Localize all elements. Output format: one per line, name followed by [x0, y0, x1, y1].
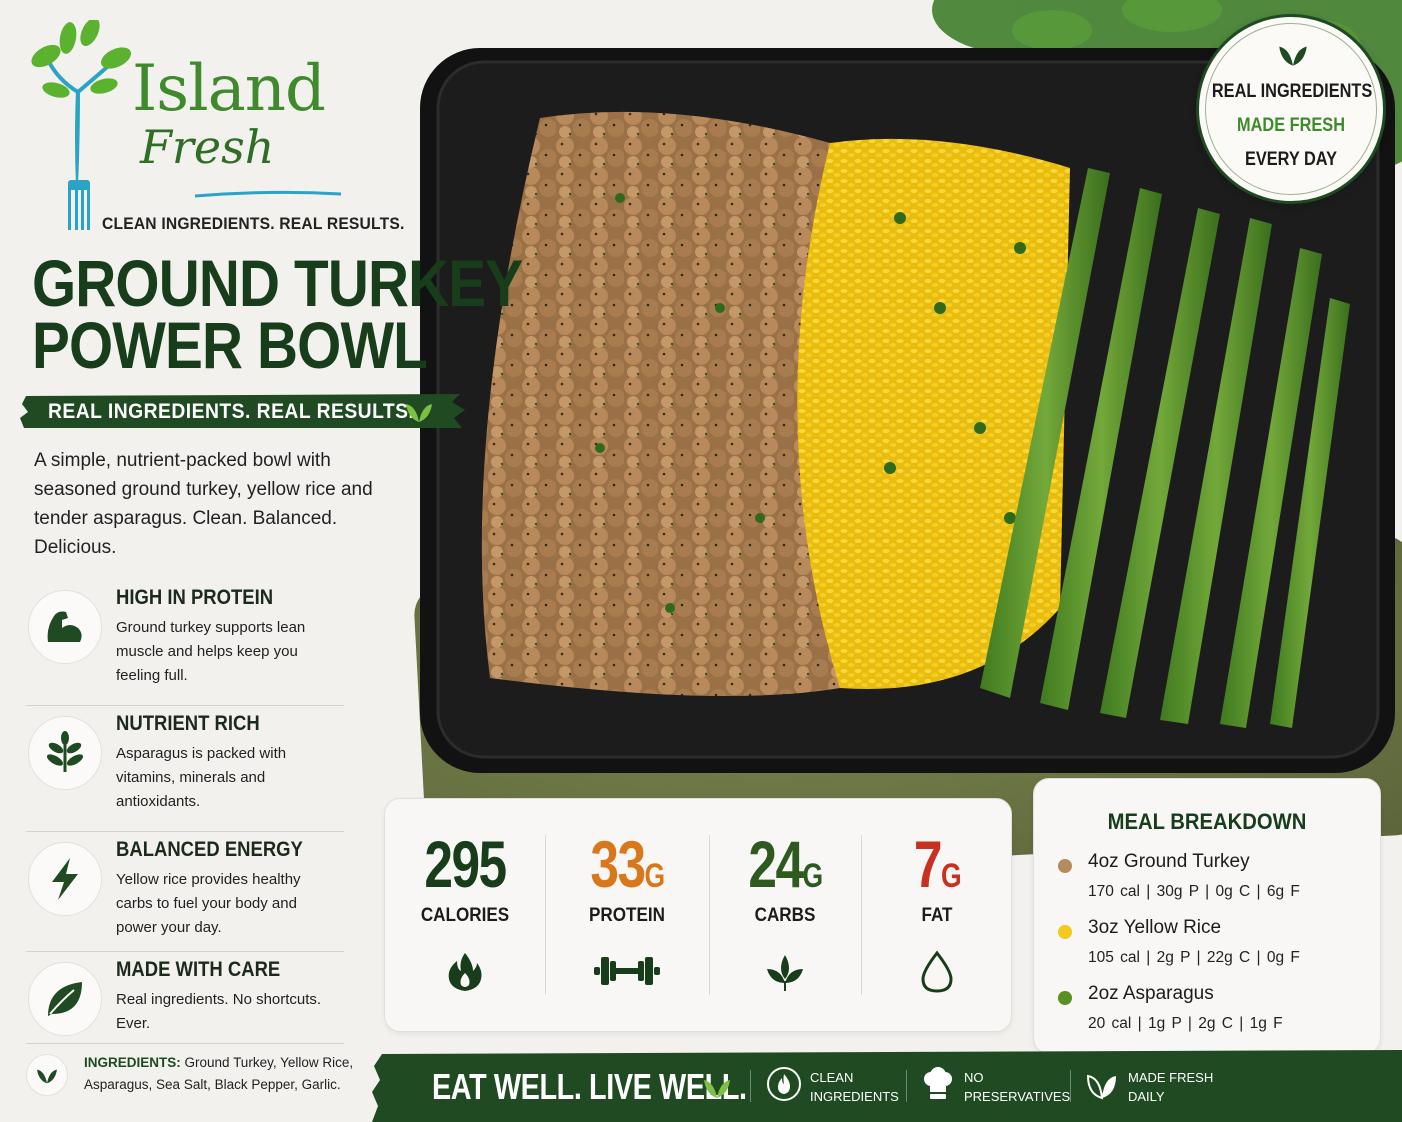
nutrition-protein: 33G PROTEIN	[545, 799, 709, 1033]
muscle-icon	[28, 590, 102, 664]
nutrition-unit: G	[644, 857, 666, 895]
breakdown-item-macros: 170 cal | 30g P | 0g C | 6g F	[1088, 883, 1300, 900]
title-line-1: GROUND TURKEY	[32, 246, 523, 320]
breakdown-item-name: 3oz Yellow Rice	[1088, 917, 1222, 938]
leaf-icon	[406, 404, 432, 422]
breakdown-title: MEAL BREAKDOWN	[1107, 809, 1307, 834]
title-line-2: POWER BOWL	[32, 308, 428, 382]
feature-text: Asparagus is packed with vitamins, miner…	[116, 745, 287, 810]
banner-item-line1: MADE FRESH	[1128, 1070, 1214, 1085]
divider	[545, 835, 546, 995]
meal-breakdown-card: MEAL BREAKDOWN 4oz Ground Turkey 170 cal…	[1033, 778, 1381, 1054]
divider	[709, 835, 710, 995]
banner-item-line1: NO	[964, 1070, 984, 1085]
leaf-icon	[1086, 1074, 1116, 1100]
banner-slogan: EAT WELL. LIVE WELL.	[432, 1066, 747, 1107]
feature-item: HIGH IN PROTEIN Ground turkey supports l…	[26, 580, 344, 706]
ingredients-list: Ground Turkey, Yellow Rice, Asparagus, S…	[84, 1055, 354, 1092]
nutrition-label: FAT	[921, 905, 953, 926]
feature-title: MADE WITH CARE	[116, 958, 281, 981]
feature-title: BALANCED ENERGY	[116, 838, 303, 861]
nutrition-value: 33	[590, 827, 646, 901]
tree-fork-icon	[31, 20, 131, 230]
banner-item-line1: CLEAN	[810, 1070, 854, 1085]
banner-item-line2: PRESERVATIVES	[964, 1089, 1071, 1104]
breakdown-item-name: 2oz Asparagus	[1088, 983, 1214, 1004]
freshness-badge: REAL INGREDIENTS MADE FRESH EVERY DAY	[1196, 14, 1386, 204]
color-dot	[1058, 859, 1072, 873]
nutrition-calories: 295 CALORIES	[385, 799, 545, 1033]
leaves-icon	[767, 955, 803, 991]
nutrition-value: 7	[913, 827, 943, 901]
feature-list: HIGH IN PROTEIN Ground turkey supports l…	[26, 580, 344, 1044]
nutrition-carbs: 24G CARBS	[709, 799, 861, 1033]
brand-logo: Island Fresh CLEAN INGREDIENTS. REAL RES…	[28, 20, 404, 235]
brand-name-bottom: Fresh	[140, 120, 275, 174]
leaf-icon	[1279, 46, 1307, 66]
feature-title: HIGH IN PROTEIN	[116, 586, 274, 609]
lightning-icon	[28, 842, 102, 916]
nutrition-unit: G	[940, 857, 962, 895]
divider	[861, 835, 862, 995]
badge-line-2: MADE FRESH	[1236, 115, 1346, 136]
drop-icon	[921, 950, 953, 993]
ribbon-banner	[20, 394, 465, 428]
meal-tray-photo	[420, 48, 1395, 773]
leaf-icon	[28, 962, 102, 1036]
breakdown-item-name: 4oz Ground Turkey	[1088, 851, 1250, 872]
color-dot	[1058, 991, 1072, 1005]
badge-line-1: REAL INGREDIENTS	[1211, 81, 1373, 102]
nutrition-label: CALORIES	[420, 905, 510, 926]
breakdown-item-macros: 20 cal | 1g P | 2g C | 1g F	[1088, 1015, 1283, 1032]
ingredients-text: INGREDIENTS: Ground Turkey, Yellow Rice,…	[84, 1052, 374, 1096]
leaf-icon	[26, 1054, 68, 1096]
badge-ring	[1205, 23, 1377, 195]
ingredients-label: INGREDIENTS:	[84, 1055, 181, 1070]
feature-title: NUTRIENT RICH	[116, 712, 260, 735]
divider	[750, 1070, 751, 1102]
nutrition-label: CARBS	[754, 905, 816, 926]
feature-item: BALANCED ENERGY Yellow rice provides hea…	[26, 832, 344, 952]
breakdown-item-macros: 105 cal | 2g P | 22g C | 0g F	[1088, 949, 1300, 966]
chef-hat-icon	[924, 1067, 952, 1099]
nutrition-label: PROTEIN	[588, 905, 665, 926]
flame-icon	[448, 953, 482, 991]
color-dot	[1058, 925, 1072, 939]
nutrition-fat: 7G FAT	[861, 799, 1013, 1033]
ingredients-section: INGREDIENTS: Ground Turkey, Yellow Rice,…	[26, 1050, 371, 1102]
feature-item: MADE WITH CARE Real ingredients. No shor…	[26, 952, 344, 1044]
nutrition-card: 295 CALORIES 33G PROTEIN 24G CARBS 7G FA…	[384, 798, 1012, 1032]
product-description: A simple, nutrient-packed bowl with seas…	[34, 450, 373, 558]
nutrition-value: 24	[748, 827, 804, 901]
brand-tagline: CLEAN INGREDIENTS. REAL RESULTS.	[102, 214, 405, 233]
brand-name-top: Island	[132, 52, 326, 126]
feature-text: Ground turkey supports lean muscle and h…	[116, 619, 306, 684]
feature-item: NUTRIENT RICH Asparagus is packed with v…	[26, 706, 344, 832]
banner-item-line2: INGREDIENTS	[810, 1089, 899, 1104]
page-title: GROUND TURKEY POWER BOWL	[32, 246, 523, 382]
banner-item-line2: DAILY	[1128, 1089, 1165, 1104]
nutrition-value: 295	[424, 827, 507, 901]
dumbbell-icon	[594, 957, 660, 985]
badge-line-3: EVERY DAY	[1244, 149, 1338, 170]
leaf-icon	[704, 1080, 730, 1098]
feature-text: Yellow rice provides healthy carbs to fu…	[116, 871, 301, 936]
sprout-icon	[28, 716, 102, 790]
divider	[1070, 1070, 1071, 1102]
flame-circle-icon	[767, 1067, 801, 1101]
divider	[906, 1070, 907, 1102]
bottom-banner	[372, 1050, 1402, 1122]
nutrition-unit: G	[802, 857, 824, 895]
feature-text: Real ingredients. No shortcuts. Ever.	[116, 991, 322, 1032]
brand-underline	[194, 190, 342, 198]
ribbon-text: REAL INGREDIENTS. REAL RESULTS.	[48, 400, 415, 423]
